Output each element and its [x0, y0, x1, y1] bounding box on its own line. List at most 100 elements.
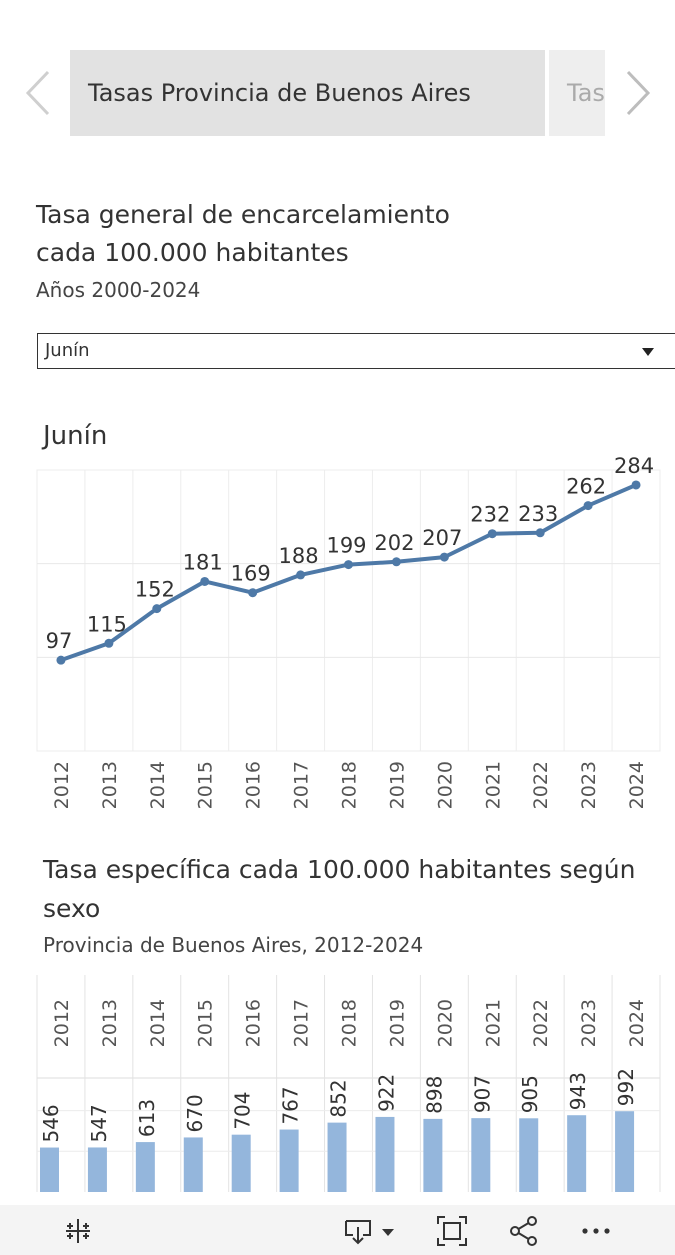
tab-next[interactable]: Tas [549, 50, 605, 136]
line-point-2015 [200, 576, 210, 586]
caret-down-icon [642, 348, 654, 356]
bar-label-2017: 767 [279, 1086, 303, 1124]
line-label-2022: 233 [518, 502, 558, 526]
bar-chart: 546 547 613 670 704 767 852 922 898 907 905 943 992 … [36, 975, 661, 1192]
bar-2016 [231, 1134, 251, 1192]
section1-title-line1: Tasa general de encarcelamiento [36, 200, 450, 229]
line-label-2020: 207 [422, 526, 462, 550]
line-point-2024 [631, 480, 641, 490]
bar-label-2021: 907 [470, 1075, 494, 1113]
bar-xtick-2024: 2024 [626, 999, 648, 1047]
section2-title-line1: Tasa específica cada 100.000 habitantes … [43, 855, 636, 884]
section1-subtitle: Años 2000-2024 [36, 278, 201, 302]
line-point-2014 [152, 604, 162, 614]
bar-xtick-2013: 2013 [99, 999, 121, 1047]
line-chart: Junín 97 115 152 181 169 188 199 202 207 232 233 26… [36, 421, 661, 809]
bar-label-2013: 547 [87, 1104, 111, 1142]
line-xtick-2014: 2014 [147, 761, 169, 809]
line-label-2016: 169 [231, 562, 271, 586]
line-xtick-2015: 2015 [195, 761, 217, 809]
line-label-2019: 202 [374, 531, 414, 555]
bar-2024 [615, 1111, 635, 1192]
line-point-2018 [344, 560, 353, 570]
line-xtick-2017: 2017 [291, 761, 313, 809]
bar-2020 [423, 1118, 443, 1192]
bar-xtick-2015: 2015 [195, 999, 217, 1047]
line-xtick-2012: 2012 [51, 761, 73, 809]
bar-label-2020: 898 [422, 1076, 446, 1114]
bar-label-2016: 704 [231, 1091, 255, 1129]
bar-xtick-2020: 2020 [434, 999, 456, 1047]
bar-xtick-2023: 2023 [578, 999, 600, 1047]
line-plot-frame [36, 469, 661, 752]
line-point-2017 [296, 570, 306, 580]
bar-label-2012: 546 [39, 1104, 63, 1142]
line-xtick-2023: 2023 [578, 761, 600, 809]
bar-2014 [135, 1142, 155, 1192]
bar-label-2024: 992 [614, 1068, 638, 1106]
section1-title-line2: cada 100.000 habitantes [36, 238, 349, 267]
department-select[interactable]: Junín [37, 333, 675, 369]
tableau-logo-icon[interactable] [62, 1215, 94, 1247]
line-xtick-2013: 2013 [99, 761, 121, 809]
section2-title-line2: sexo [43, 894, 101, 923]
line-point-2016 [248, 588, 258, 598]
line-label-2018: 199 [326, 534, 366, 558]
line-label-2017: 188 [279, 544, 319, 568]
line-xtick-2022: 2022 [530, 761, 552, 809]
bar-xtick-2014: 2014 [147, 999, 169, 1047]
bar-label-2015: 670 [183, 1094, 207, 1132]
line-xtick-2021: 2021 [482, 761, 504, 809]
bar-label-2023: 943 [566, 1072, 590, 1110]
line-label-2013: 115 [87, 612, 127, 636]
line-point-2012 [56, 655, 66, 665]
chevron-left-icon[interactable] [20, 68, 60, 118]
line-label-2014: 152 [135, 578, 175, 602]
bottom-toolbar [0, 1205, 675, 1255]
bar-label-2014: 613 [135, 1099, 159, 1137]
more-icon[interactable] [580, 1215, 612, 1247]
bar-2021 [471, 1118, 491, 1192]
share-icon[interactable] [508, 1215, 540, 1247]
line-label-2015: 181 [183, 550, 223, 574]
bar-xtick-2016: 2016 [243, 999, 265, 1047]
bar-2018 [327, 1122, 347, 1192]
bar-2019 [375, 1116, 395, 1192]
line-xtick-2019: 2019 [386, 761, 408, 809]
bar-xtick-2022: 2022 [530, 999, 552, 1047]
bar-xtick-2012: 2012 [51, 999, 73, 1047]
line-point-2022 [535, 528, 545, 538]
line-chart-title: Junín [41, 421, 107, 451]
bar-xtick-2021: 2021 [482, 999, 504, 1047]
fullscreen-icon[interactable] [436, 1215, 468, 1247]
tab-strip: Tasas Provincia de Buenos Aires Tas [0, 50, 675, 136]
tab-tasas-provincia[interactable]: Tasas Provincia de Buenos Aires [70, 50, 545, 136]
line-xtick-2018: 2018 [339, 761, 361, 809]
bar-xtick-2018: 2018 [339, 999, 361, 1047]
department-select-value: Junín [45, 340, 90, 361]
bar-2013 [87, 1147, 107, 1192]
line-xtick-2016: 2016 [243, 761, 265, 809]
line-point-2019 [391, 557, 401, 567]
line-xtick-2020: 2020 [434, 761, 456, 809]
download-icon[interactable] [343, 1215, 399, 1247]
bar-2022 [519, 1118, 539, 1192]
bar-label-2018: 852 [327, 1079, 351, 1117]
line-point-2021 [487, 529, 497, 539]
line-xtick-2024: 2024 [626, 761, 648, 809]
line-label-2012: 97 [46, 629, 73, 653]
section2-subtitle: Provincia de Buenos Aires, 2012-2024 [43, 933, 424, 957]
bar-xtick-2017: 2017 [291, 999, 313, 1047]
bar-label-2019: 922 [374, 1074, 398, 1112]
chevron-right-icon[interactable] [618, 68, 658, 118]
line-point-2023 [583, 501, 593, 511]
line-label-2023: 262 [566, 475, 606, 499]
line-label-2024: 284 [614, 454, 654, 478]
bar-2017 [279, 1129, 299, 1192]
bar-xtick-2019: 2019 [386, 999, 408, 1047]
line-label-2021: 232 [470, 503, 510, 527]
line-point-2020 [439, 552, 449, 562]
bar-2023 [567, 1115, 587, 1192]
line-point-2013 [104, 638, 114, 648]
bar-label-2022: 905 [518, 1075, 542, 1113]
